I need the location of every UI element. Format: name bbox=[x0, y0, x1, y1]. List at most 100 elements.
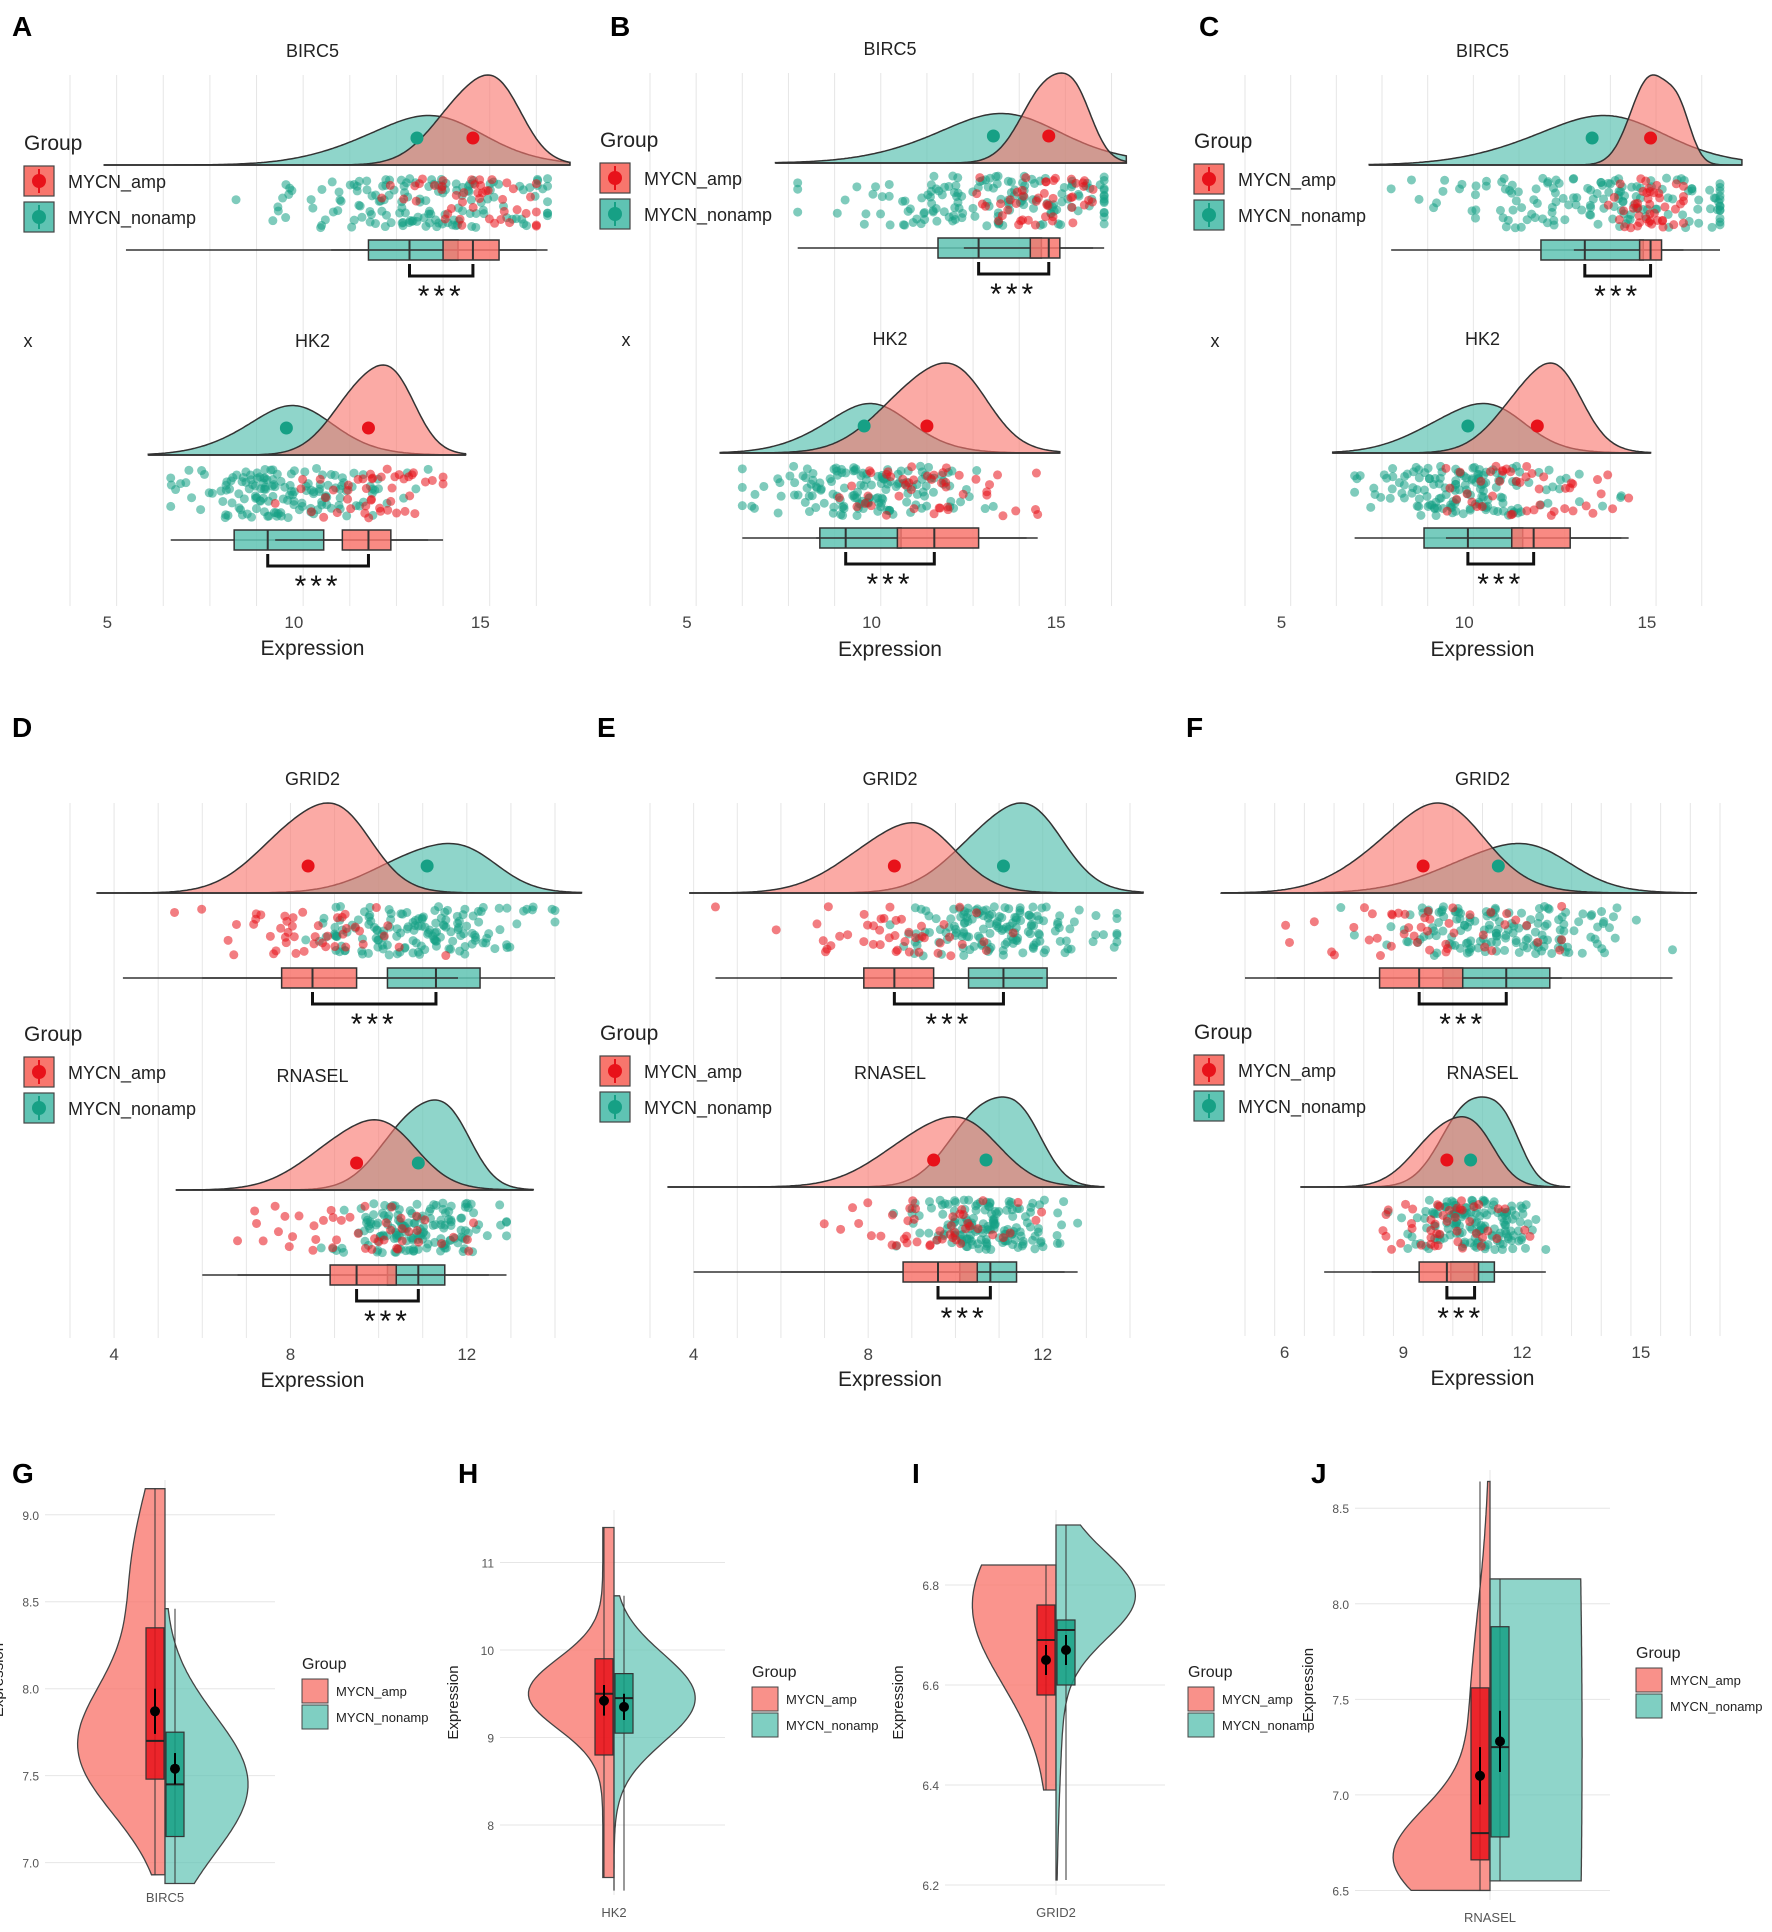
legend-label-amp: MYCN_amp bbox=[786, 1692, 857, 1707]
point-amp bbox=[404, 1227, 414, 1237]
significance-label: *** bbox=[1477, 568, 1524, 601]
point-nonamp bbox=[849, 463, 859, 473]
point-nonamp bbox=[1618, 196, 1628, 206]
point-nonamp bbox=[392, 924, 402, 934]
point-amp bbox=[420, 1215, 430, 1225]
point-amp bbox=[1652, 180, 1662, 190]
point-nonamp bbox=[985, 928, 995, 938]
point-nonamp bbox=[1038, 219, 1048, 229]
point-amp bbox=[336, 1215, 346, 1225]
point-amp bbox=[361, 501, 371, 511]
point-amp bbox=[383, 921, 393, 931]
box-amp bbox=[863, 967, 935, 989]
point-nonamp bbox=[528, 902, 538, 912]
point-nonamp bbox=[1434, 918, 1444, 928]
point-nonamp bbox=[1066, 944, 1076, 954]
y-tick-label: 8.5 bbox=[1332, 1502, 1349, 1516]
point-nonamp bbox=[273, 206, 283, 216]
y-axis-label: Expression bbox=[890, 1665, 907, 1739]
point-amp bbox=[251, 909, 261, 919]
point-nonamp bbox=[469, 1208, 479, 1218]
legend-label-nonamp: MYCN_nonamp bbox=[786, 1718, 879, 1733]
legend-key-dot bbox=[32, 1101, 46, 1115]
point-nonamp bbox=[1451, 506, 1461, 516]
x-tick-label: HK2 bbox=[601, 1905, 626, 1920]
point-nonamp bbox=[1416, 510, 1426, 520]
point-nonamp bbox=[362, 185, 372, 195]
point-amp bbox=[1005, 1228, 1015, 1238]
point-amp bbox=[270, 498, 280, 508]
point-amp bbox=[1084, 195, 1094, 205]
point-nonamp bbox=[176, 479, 186, 489]
point-amp bbox=[875, 925, 885, 935]
point-amp bbox=[998, 511, 1008, 521]
point-amp bbox=[318, 1215, 328, 1225]
point-amp bbox=[1593, 475, 1603, 485]
point-nonamp bbox=[268, 491, 278, 501]
point-amp bbox=[1502, 909, 1512, 919]
point-nonamp bbox=[1336, 903, 1346, 913]
point-amp bbox=[249, 919, 259, 929]
point-amp bbox=[1041, 212, 1051, 222]
significance-bracket bbox=[977, 262, 1051, 276]
point-nonamp bbox=[987, 909, 997, 919]
point-nonamp bbox=[345, 180, 355, 190]
point-nonamp bbox=[1707, 222, 1717, 232]
point-amp bbox=[971, 474, 981, 484]
point-nonamp bbox=[825, 474, 835, 484]
point-nonamp bbox=[446, 944, 456, 954]
point-amp bbox=[935, 1226, 945, 1236]
y-tick-label: 7.5 bbox=[22, 1770, 39, 1784]
point-nonamp bbox=[1517, 908, 1527, 918]
point-nonamp bbox=[333, 206, 343, 216]
y-tick-label: 6.4 bbox=[922, 1779, 939, 1793]
point-nonamp bbox=[926, 186, 936, 196]
gene-birc5: BIRC5 *** bbox=[774, 39, 1128, 311]
point-nonamp bbox=[378, 1208, 388, 1218]
point-amp bbox=[505, 218, 515, 228]
point-nonamp bbox=[970, 211, 980, 221]
point-nonamp bbox=[300, 467, 310, 477]
point-amp bbox=[468, 202, 478, 212]
gene-hk2: HK2 *** bbox=[147, 331, 467, 603]
point-amp bbox=[1488, 491, 1498, 501]
point-nonamp bbox=[989, 902, 999, 912]
point-nonamp bbox=[1513, 187, 1523, 197]
point-amp bbox=[945, 1229, 955, 1239]
point-amp bbox=[820, 947, 830, 957]
point-amp bbox=[1423, 906, 1433, 916]
violin-nonamp bbox=[164, 1608, 249, 1885]
point-nonamp bbox=[384, 190, 394, 200]
point-nonamp bbox=[425, 1204, 435, 1214]
significance-label: *** bbox=[418, 280, 465, 313]
point-amp bbox=[490, 218, 500, 228]
point-nonamp bbox=[335, 493, 345, 503]
point-amp bbox=[902, 1238, 912, 1248]
point-nonamp bbox=[1521, 935, 1531, 945]
point-nonamp bbox=[915, 1228, 925, 1238]
legend-title: Group bbox=[302, 1656, 347, 1673]
x-tick-label: BIRC5 bbox=[146, 1890, 184, 1905]
point-nonamp bbox=[1386, 184, 1396, 194]
point-amp bbox=[1581, 501, 1591, 511]
point-nonamp bbox=[413, 1244, 423, 1254]
point-nonamp bbox=[1481, 181, 1491, 191]
point-amp bbox=[1031, 468, 1041, 478]
box-amp bbox=[280, 967, 358, 989]
legend-key-dot bbox=[32, 174, 46, 188]
point-amp bbox=[276, 923, 286, 933]
point-amp bbox=[927, 474, 937, 484]
point-amp bbox=[957, 939, 967, 949]
point-nonamp bbox=[502, 1231, 511, 1241]
point-nonamp bbox=[476, 907, 486, 917]
point-amp bbox=[231, 919, 241, 929]
point-nonamp bbox=[1531, 184, 1541, 194]
gene-rnasel: RNASEL *** bbox=[667, 1063, 1105, 1335]
legend-label-nonamp: MYCN_nonamp bbox=[1238, 206, 1366, 227]
point-amp bbox=[1566, 478, 1576, 488]
mean-point-amp bbox=[887, 859, 901, 873]
point-nonamp bbox=[804, 491, 814, 501]
point-nonamp bbox=[801, 473, 811, 483]
violin-amp bbox=[1392, 1480, 1491, 1892]
point-nonamp bbox=[950, 203, 960, 213]
